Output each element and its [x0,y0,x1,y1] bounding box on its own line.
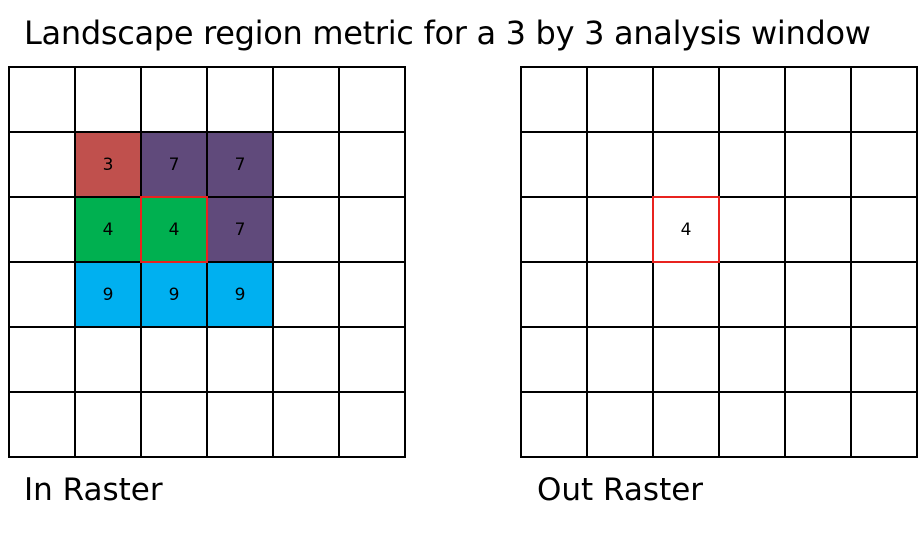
out-raster-cell [588,198,654,263]
diagram-title: Landscape region metric for a 3 by 3 ana… [24,14,871,52]
out-raster-cell [522,198,588,263]
in-raster-cell [274,328,340,393]
in-raster-cell [142,393,208,458]
out-raster-cell [852,393,918,458]
in-raster-cell [340,198,406,263]
in-raster-cell [274,133,340,198]
in-raster-cell [142,328,208,393]
out-raster-cell [786,133,852,198]
out-raster-cell [786,393,852,458]
out-raster-cell [588,68,654,133]
out-raster-cell [588,133,654,198]
in-raster-cell [76,393,142,458]
out-raster-cell [852,328,918,393]
in-raster-cell [208,328,274,393]
out-raster-cell [720,393,786,458]
out-raster-cell [588,328,654,393]
in-raster-cell [340,68,406,133]
in-raster-cell: 7 [142,133,208,198]
in-raster-label: In Raster [24,472,163,508]
out-raster-cell [522,68,588,133]
out-raster-cell [654,393,720,458]
out-raster-cell [786,198,852,263]
out-raster-cell [786,328,852,393]
in-raster-cell [76,68,142,133]
out-raster-cell [522,393,588,458]
out-raster-cell [522,133,588,198]
in-raster-cell [10,328,76,393]
out-raster-cell [852,198,918,263]
in-raster-cell [340,263,406,328]
out-raster-cell [720,68,786,133]
out-raster-cell [852,133,918,198]
out-raster-cell [852,263,918,328]
out-raster-cell [720,198,786,263]
out-raster-cell [852,68,918,133]
in-raster-cell [274,393,340,458]
out-raster-focal-cell: 4 [652,196,720,263]
in-raster-cell [340,393,406,458]
in-raster-cell: 9 [142,263,208,328]
in-raster-cell: 9 [208,263,274,328]
in-raster-cell [274,263,340,328]
in-raster-cell [10,198,76,263]
out-raster-cell [654,68,720,133]
in-raster-cell [10,68,76,133]
in-raster-cell [10,263,76,328]
out-raster-cell [522,263,588,328]
in-raster-cell [274,198,340,263]
in-raster-cell [76,328,142,393]
out-raster-label: Out Raster [537,472,704,508]
out-raster-cell [786,68,852,133]
out-raster-grid: 4 [520,66,918,458]
out-raster-cell [720,133,786,198]
in-raster-cell: 9 [76,263,142,328]
in-raster-cell [10,133,76,198]
in-raster-cell: 7 [208,133,274,198]
out-raster-cell [720,328,786,393]
out-raster-cell [588,393,654,458]
out-raster-cell [654,133,720,198]
in-raster-cell [10,393,76,458]
in-raster-cell: 3 [76,133,142,198]
in-raster-focal-cell: 4 [140,196,208,263]
out-raster-cell [522,328,588,393]
in-raster-cell [274,68,340,133]
in-raster-cell [208,68,274,133]
out-raster-cell [720,263,786,328]
in-raster-cell [340,133,406,198]
in-raster-cell [208,393,274,458]
in-raster-cell: 4 [76,198,142,263]
out-raster-cell [588,263,654,328]
in-raster-cell [142,68,208,133]
out-raster-cell [786,263,852,328]
out-raster-cell [654,263,720,328]
out-raster-cell [654,328,720,393]
in-raster-cell: 7 [208,198,274,263]
in-raster-cell [340,328,406,393]
